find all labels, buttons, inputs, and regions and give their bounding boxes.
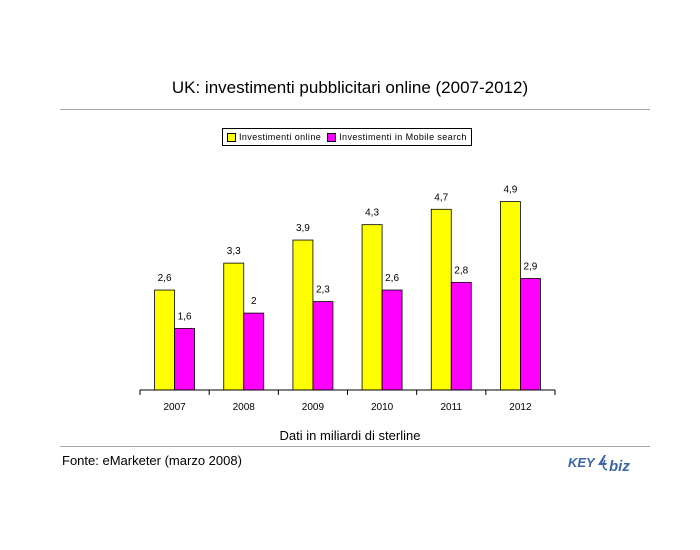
x-tick-label-2011: 2011 <box>440 402 462 413</box>
data-label-online-2012: 4,9 <box>503 185 517 196</box>
legend-swatch-mobile <box>327 132 337 142</box>
bar-mobile-2012 <box>520 278 541 391</box>
bars-layer <box>154 201 541 391</box>
data-label-mobile-2008: 2 <box>251 296 257 307</box>
bar-online-2010 <box>361 224 383 391</box>
data-label-online-2007: 2,6 <box>158 273 172 284</box>
x-tick-label-2012: 2012 <box>509 402 532 413</box>
chart-legend: Investimenti online Investimenti in Mobi… <box>222 128 472 146</box>
data-label-mobile-2007: 1,6 <box>178 311 192 322</box>
bar-online-2012 <box>500 201 521 391</box>
bar-mobile-2010 <box>381 289 403 391</box>
data-label-mobile-2009: 2,3 <box>316 285 330 296</box>
legend-item-mobile: Investimenti in Mobile search <box>327 132 467 142</box>
legend-swatch-online <box>227 132 236 142</box>
legend-item-online: Investimenti online <box>227 132 321 142</box>
bar-online-2007 <box>154 289 175 391</box>
legend-label-mobile: Investimenti in Mobile search <box>339 132 467 142</box>
bar-mobile-2011 <box>450 281 472 391</box>
data-label-online-2008: 3,3 <box>227 246 241 257</box>
bar-online-2008 <box>223 262 245 391</box>
data-label-mobile-2010: 2,6 <box>385 273 399 284</box>
data-label-mobile-2011: 2,8 <box>454 265 468 276</box>
bar-mobile-2007 <box>174 328 195 391</box>
logo-swoosh <box>602 459 608 471</box>
bar-online-2009 <box>292 239 314 391</box>
slide-title: UK: investimenti pubblicitari online (20… <box>171 78 529 97</box>
source-note: Fonte: eMarketer (marzo 2008) <box>62 453 242 468</box>
x-tick-label-2007: 2007 <box>163 402 186 413</box>
data-label-online-2011: 4,7 <box>434 192 448 203</box>
legend-label-online: Investimenti online <box>239 132 322 142</box>
x-axis: 2007 2008 2009 2010 2011 2012 <box>139 389 556 413</box>
key4biz-logo: KEY biz <box>568 455 630 474</box>
data-label-mobile-2012: 2,9 <box>523 262 537 273</box>
logo-four-mark <box>598 455 607 465</box>
logo-key-text: KEY <box>568 455 596 470</box>
x-axis-title: Dati in miliardi di sterline <box>279 428 421 443</box>
x-tick-label-2008: 2008 <box>233 402 256 413</box>
bar-mobile-2008 <box>243 312 265 391</box>
logo-biz-text: biz <box>609 458 630 474</box>
title-divider <box>60 109 650 110</box>
data-label-online-2010: 4,3 <box>365 208 379 219</box>
footer-divider <box>60 446 650 447</box>
data-label-online-2009: 3,9 <box>296 223 310 234</box>
x-tick-label-2009: 2009 <box>302 402 325 413</box>
x-tick-label-2010: 2010 <box>371 402 394 413</box>
bar-online-2011 <box>430 208 452 391</box>
bar-mobile-2009 <box>312 301 334 391</box>
data-labels-layer: 2,6 1,6 3,3 2 3,9 2,3 4,3 2,6 4,7 2,8 4,9 2,9 <box>158 185 538 323</box>
